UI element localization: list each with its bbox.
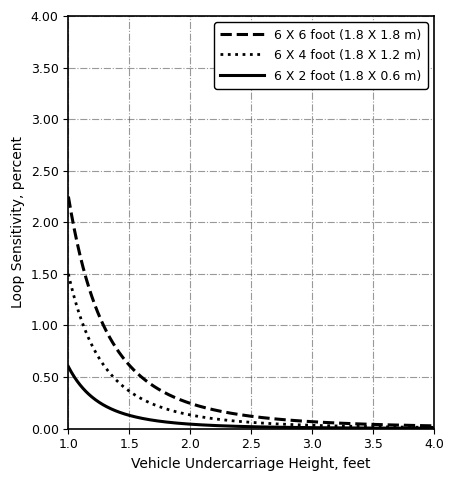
6 X 4 foot (1.8 X 1.2 m) xyxy=(263,420,269,426)
Line: 6 X 6 foot (1.8 X 1.8 m): 6 X 6 foot (1.8 X 1.8 m) xyxy=(68,197,434,426)
6 X 2 foot (1.8 X 0.6 m) xyxy=(66,364,71,370)
6 X 4 foot (1.8 X 1.2 m) xyxy=(365,424,371,429)
6 X 4 foot (1.8 X 1.2 m) xyxy=(239,419,245,425)
6 X 4 foot (1.8 X 1.2 m) xyxy=(242,419,247,425)
6 X 6 foot (1.8 X 1.8 m) xyxy=(66,194,71,200)
Y-axis label: Loop Sensitivity, percent: Loop Sensitivity, percent xyxy=(11,136,25,308)
6 X 4 foot (1.8 X 1.2 m) xyxy=(422,425,428,430)
6 X 6 foot (1.8 X 1.8 m) xyxy=(283,417,289,423)
Line: 6 X 4 foot (1.8 X 1.2 m): 6 X 4 foot (1.8 X 1.2 m) xyxy=(68,274,434,428)
6 X 6 foot (1.8 X 1.8 m) xyxy=(365,421,371,427)
X-axis label: Vehicle Undercarriage Height, feet: Vehicle Undercarriage Height, feet xyxy=(131,457,371,471)
6 X 6 foot (1.8 X 1.8 m) xyxy=(263,415,269,421)
6 X 6 foot (1.8 X 1.8 m) xyxy=(431,423,437,429)
6 X 4 foot (1.8 X 1.2 m) xyxy=(431,425,437,430)
Line: 6 X 2 foot (1.8 X 0.6 m): 6 X 2 foot (1.8 X 0.6 m) xyxy=(68,367,434,428)
6 X 2 foot (1.8 X 0.6 m) xyxy=(431,426,437,431)
6 X 6 foot (1.8 X 1.8 m) xyxy=(239,412,245,418)
6 X 2 foot (1.8 X 0.6 m) xyxy=(263,424,269,430)
6 X 2 foot (1.8 X 0.6 m) xyxy=(422,426,428,431)
6 X 6 foot (1.8 X 1.8 m) xyxy=(242,413,247,418)
6 X 2 foot (1.8 X 0.6 m) xyxy=(283,425,289,430)
6 X 4 foot (1.8 X 1.2 m) xyxy=(66,271,71,277)
6 X 2 foot (1.8 X 0.6 m) xyxy=(365,425,371,431)
6 X 4 foot (1.8 X 1.2 m) xyxy=(283,421,289,427)
6 X 2 foot (1.8 X 0.6 m) xyxy=(239,424,245,429)
6 X 6 foot (1.8 X 1.8 m) xyxy=(422,423,428,428)
Legend: 6 X 6 foot (1.8 X 1.8 m), 6 X 4 foot (1.8 X 1.2 m), 6 X 2 foot (1.8 X 0.6 m): 6 X 6 foot (1.8 X 1.8 m), 6 X 4 foot (1.… xyxy=(214,22,428,89)
6 X 2 foot (1.8 X 0.6 m) xyxy=(242,424,247,429)
